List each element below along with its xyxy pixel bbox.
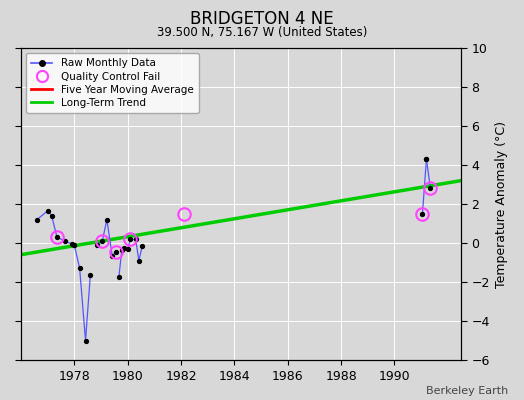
Text: Berkeley Earth: Berkeley Earth	[426, 386, 508, 396]
Legend: Raw Monthly Data, Quality Control Fail, Five Year Moving Average, Long-Term Tren: Raw Monthly Data, Quality Control Fail, …	[26, 53, 199, 113]
Text: BRIDGETON 4 NE: BRIDGETON 4 NE	[190, 10, 334, 28]
Y-axis label: Temperature Anomaly (°C): Temperature Anomaly (°C)	[496, 120, 508, 288]
Text: 39.500 N, 75.167 W (United States): 39.500 N, 75.167 W (United States)	[157, 26, 367, 39]
